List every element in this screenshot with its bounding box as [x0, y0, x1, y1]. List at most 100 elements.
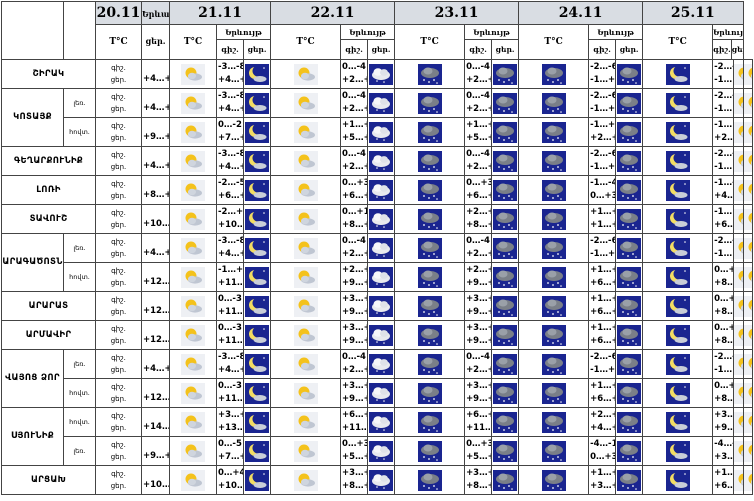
cloud-icon: [369, 237, 394, 259]
cloud-icon: [369, 121, 394, 143]
night-temp: +3…+7: [342, 468, 367, 478]
region-name: ԳԵՂԱՐՔՈՒՆԻՔ: [1, 146, 96, 176]
night-temp: 0…-4: [342, 149, 366, 159]
rain-cloud-icon: [493, 179, 518, 201]
temp-header-5: T°C: [518, 24, 590, 60]
night-temp: +1…+4: [342, 120, 367, 130]
sun-cloud-icon: [734, 353, 743, 375]
temp-cell: 0…+3 +6…+9: [340, 175, 369, 205]
temp-value: +14…+17: [143, 421, 169, 432]
temp-cell: +10…+14: [141, 204, 170, 234]
night-temp: +2…+5: [342, 265, 367, 275]
tsr-label: ցեր.: [731, 45, 743, 54]
day-temp: +2…+5: [466, 162, 491, 172]
weather-icon-cell: [169, 59, 217, 89]
rain-cloud-icon: [541, 324, 566, 346]
rain-cloud-icon: [493, 63, 518, 85]
night-label: գիշ.: [111, 296, 126, 304]
row-labels: գիշ. ցեր.: [95, 233, 142, 263]
weather-icon-cell: [242, 465, 272, 495]
day-label: ցեր.: [110, 221, 127, 229]
day-temp: +3…+8: [714, 452, 733, 462]
night-temp: +3…+6: [714, 410, 733, 420]
rain-cloud-icon: [493, 382, 518, 404]
region-name: ԱՐԱԳԱԾՈՏՆ: [1, 233, 64, 292]
temp-cell: -1…+1 +11…+13: [216, 262, 244, 292]
night-temp: -2…+3: [218, 207, 244, 217]
region-row: հովտ. գիշ. ցեր. +12…+14 -1…+1 +11…+13 +2…+5 +9……: [2, 262, 754, 292]
temp-cell: -2…-7 -1…+2: [712, 349, 735, 379]
day-temp: +4…+7: [218, 249, 243, 259]
night-temp: -2…-7: [714, 236, 733, 246]
sun-cloud-icon: [734, 266, 743, 288]
tsr-label: ցեր.: [495, 45, 515, 54]
weather-icon-cell: [242, 407, 272, 437]
weather-icon-cell: [742, 262, 754, 292]
night-temp: +1…+3: [590, 381, 615, 391]
region-name: ՏԱՎՈՒՇ: [1, 204, 96, 234]
weather-icon-cell: [491, 262, 520, 292]
sun-cloud-icon: [293, 295, 318, 317]
rain-cloud-icon: [493, 295, 518, 317]
night-temp: 0…+4: [218, 468, 244, 478]
moon-icon: [665, 63, 690, 85]
day-temp: +8…+11: [466, 220, 491, 230]
temp-cell: +3…+6 +13…+16: [216, 407, 244, 437]
sun-cloud-icon: [293, 237, 318, 259]
temp-value: +4…+9: [143, 73, 169, 84]
weather-icon-cell: [642, 146, 714, 176]
weather-icon-cell: [270, 262, 342, 292]
weather-icon-cell: [733, 291, 744, 321]
day-temp: -1…+2: [714, 365, 733, 375]
rain-cloud-icon: [541, 63, 566, 85]
rain-cloud-icon: [417, 179, 442, 201]
temp-cell: -2…-7 -1…+2: [712, 88, 735, 118]
day-temp: +5…+10: [466, 452, 491, 462]
temp-cell: 0…+2 +8…+10: [712, 262, 735, 292]
night-temp: +1…+4: [590, 468, 615, 478]
cloud-icon: [369, 208, 394, 230]
temp-cell: 0…-3 +11…+13: [216, 378, 244, 408]
weather-icon-cell: [642, 88, 714, 118]
temp-value: +10…+14: [143, 218, 169, 229]
temp-value: +12…+14: [143, 305, 169, 316]
temp-cell: +4…+9: [141, 233, 170, 263]
temp-cell: +10…+15: [141, 465, 170, 495]
region-row: ԼՈՌԻգիշ.ցեր.+8…+13-2…-5+6…+80…+3+6…+90…+…: [1, 175, 754, 205]
night-label: գիշ.: [111, 180, 126, 188]
day-temp: +2…+5: [342, 365, 367, 375]
temp-cell: +2…+5 +8…+11: [464, 204, 493, 234]
sun-cloud-icon: [181, 411, 205, 433]
sun-cloud-icon: [734, 411, 743, 433]
night-label: գիշ.: [111, 412, 126, 420]
region-subarea: լեռ.: [63, 436, 96, 466]
weather-icon-cell: [169, 175, 217, 205]
sun-cloud-icon: [293, 411, 318, 433]
temp-cell: -4…-1 +3…+8: [712, 436, 735, 466]
weather-icon-cell: [491, 291, 520, 321]
row-labels: գիշ. ցեր.: [95, 436, 142, 466]
weather-icon-cell: [394, 291, 466, 321]
row-labels: գիշ. ցեր.: [95, 291, 142, 321]
weather-icon-cell: [733, 436, 744, 466]
moon-icon: [665, 469, 690, 491]
temp-value: +4…+9: [143, 247, 169, 258]
weather-icon-cell: [733, 407, 744, 437]
moon-icon: [245, 237, 270, 259]
sun-cloud-icon: [181, 179, 205, 201]
weather-icon-cell: [518, 436, 590, 466]
weather-icon-cell: [518, 117, 590, 147]
sun-cloud-icon: [744, 237, 752, 259]
sun-cloud-icon: [734, 92, 743, 114]
weather-icon-cell: [367, 320, 396, 350]
nerk-sub-label: ցեր.: [145, 36, 166, 46]
day-temp: +4…+7: [218, 162, 243, 172]
weather-icon-cell: [733, 320, 744, 350]
night-temp: +3…+5: [466, 323, 491, 333]
night-temp: 0…-3: [218, 323, 242, 333]
rain-cloud-icon: [541, 179, 566, 201]
cloud-icon: [369, 353, 394, 375]
region-row: հովտ.գիշ.ցեր.+9…+110…-2+7…+9+1…+4+5…+7+1…: [2, 117, 754, 147]
gish-label: գիշ.: [714, 40, 732, 59]
